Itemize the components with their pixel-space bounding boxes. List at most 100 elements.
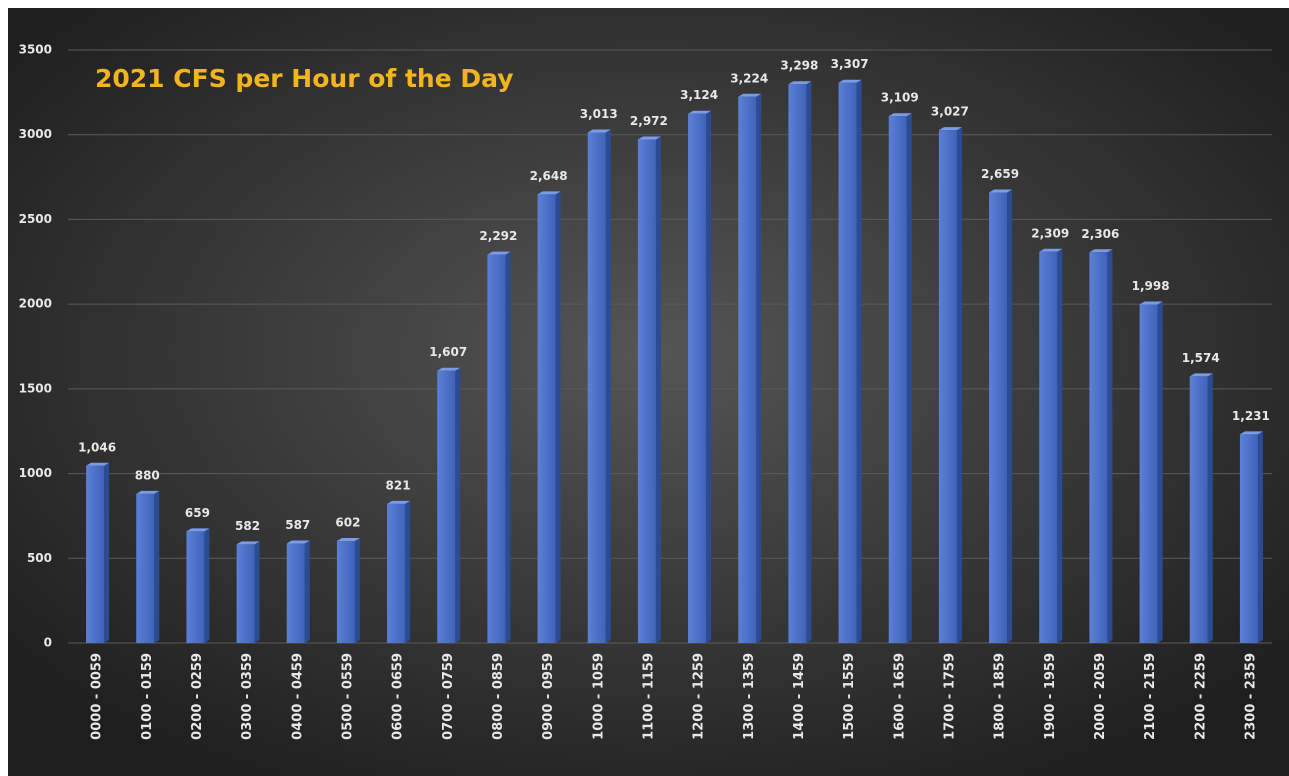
x-tick-label: 0900 - 0959 [541, 653, 556, 740]
bar [1189, 376, 1208, 643]
x-tick-label: 1500 - 1559 [842, 653, 857, 740]
bar-side [154, 490, 160, 643]
value-label: 2,309 [1031, 226, 1069, 240]
bar [86, 465, 105, 643]
bar-side [555, 191, 561, 643]
chart-title: 2021 CFS per Hour of the Day [95, 64, 514, 93]
bar-side [806, 81, 812, 644]
bar-top [437, 367, 461, 371]
x-tick-label: 1900 - 1959 [1043, 653, 1058, 740]
bar [487, 254, 506, 643]
x-tick-label: 0100 - 0159 [140, 653, 155, 740]
bar-side [405, 500, 411, 643]
value-label: 3,307 [831, 57, 869, 71]
bar [1239, 434, 1258, 643]
bar-top [136, 490, 160, 494]
bar-side [1007, 189, 1013, 643]
x-tick-label: 0600 - 0659 [391, 653, 406, 740]
bar-top [989, 189, 1013, 193]
value-label: 587 [285, 518, 310, 532]
bar-top [838, 79, 862, 83]
bar-side [706, 110, 712, 643]
bar-top [888, 113, 912, 117]
y-tick-label: 3500 [19, 43, 52, 57]
bar-side [354, 538, 360, 643]
bar-top [186, 528, 210, 532]
x-tick-label: 0000 - 0059 [90, 653, 105, 740]
bar [537, 194, 556, 643]
value-label: 582 [235, 519, 260, 533]
y-tick-label: 1500 [19, 381, 52, 395]
bar-top [587, 129, 611, 133]
bar-top [537, 191, 561, 195]
y-tick-label: 1000 [19, 466, 52, 480]
bar [1039, 251, 1058, 643]
value-label: 2,306 [1081, 227, 1119, 241]
bar-side [756, 93, 762, 644]
x-tick-label: 0400 - 0459 [290, 653, 305, 740]
y-tick-label: 3000 [19, 127, 52, 141]
bar-top [487, 251, 511, 255]
y-tick-label: 2500 [19, 212, 52, 226]
value-label: 3,027 [931, 105, 969, 119]
value-label: 2,292 [479, 229, 517, 243]
bar-side [1107, 249, 1113, 643]
bar-top [1139, 301, 1163, 305]
bar [186, 531, 205, 643]
bar-side [104, 462, 110, 643]
value-label: 1,046 [78, 440, 116, 454]
bar [1089, 252, 1108, 643]
bar [637, 139, 656, 643]
value-label: 1,998 [1132, 279, 1170, 293]
bar-side [1057, 248, 1063, 643]
bar-side [304, 540, 310, 643]
value-label: 821 [386, 478, 411, 492]
bar-side [204, 528, 210, 643]
bar [286, 543, 305, 643]
bar-side [254, 541, 260, 643]
bar-side [956, 127, 962, 644]
bar-side [455, 367, 461, 643]
bar-top [86, 462, 110, 466]
bar-top [1039, 248, 1063, 252]
bar-side [1257, 431, 1263, 643]
bar-side [1207, 373, 1213, 643]
bar [387, 503, 406, 643]
bar-top [1189, 373, 1213, 377]
bar-top [788, 81, 812, 85]
value-label: 1,231 [1232, 409, 1270, 423]
x-tick-label: 0800 - 0859 [491, 653, 506, 740]
bar-top [738, 93, 762, 97]
value-label: 3,109 [881, 91, 919, 105]
bar [437, 370, 456, 643]
x-tick-label: 1600 - 1659 [892, 653, 907, 740]
bar-top [286, 540, 310, 544]
bar [236, 544, 255, 643]
value-label: 1,574 [1182, 351, 1220, 365]
bar-top [1239, 431, 1263, 435]
value-label: 602 [335, 516, 360, 530]
bar-side [1157, 301, 1163, 643]
value-label: 3,224 [730, 71, 768, 85]
bar-side [856, 79, 862, 644]
x-tick-label: 2300 - 2359 [1243, 653, 1258, 740]
value-label: 3,124 [680, 88, 718, 102]
bar [888, 116, 907, 643]
bar-side [655, 136, 661, 643]
y-tick-label: 2000 [19, 297, 52, 311]
bar [336, 541, 355, 643]
value-label: 3,298 [780, 59, 818, 73]
bar-side [505, 251, 511, 643]
value-label: 2,648 [530, 169, 568, 183]
x-tick-label: 1000 - 1059 [591, 653, 606, 740]
bar [838, 82, 857, 644]
x-tick-label: 1800 - 1859 [993, 653, 1008, 740]
x-tick-label: 0200 - 0259 [190, 653, 205, 740]
value-label: 659 [185, 506, 210, 520]
value-label: 1,607 [429, 345, 467, 359]
x-tick-label: 0300 - 0359 [240, 653, 255, 740]
bar [788, 84, 807, 644]
bar [938, 130, 957, 643]
